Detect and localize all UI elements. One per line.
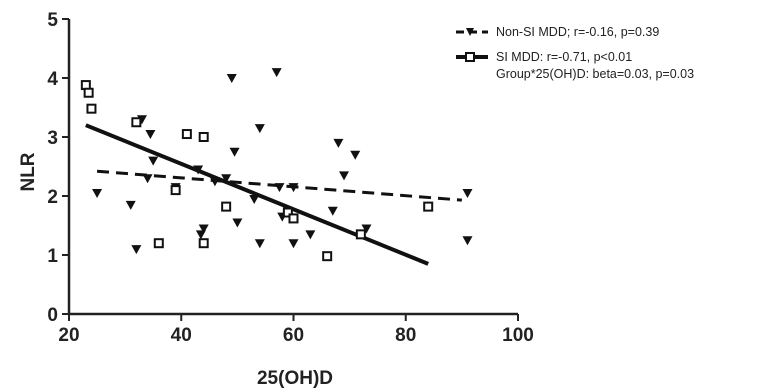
x-tick-label: 40: [171, 325, 192, 346]
y-tick-label: 4: [47, 69, 58, 90]
point-non-si: [254, 124, 265, 134]
point-si: [181, 129, 192, 140]
point-non-si: [142, 174, 153, 184]
point-non-si: [288, 239, 299, 249]
point-non-si: [198, 224, 209, 234]
point-non-si: [92, 189, 103, 199]
x-tick-label: 100: [502, 325, 534, 346]
point-si: [423, 201, 434, 212]
point-non-si: [148, 156, 159, 166]
point-non-si: [462, 236, 473, 246]
y-tick-label: 3: [47, 128, 58, 149]
x-tick-label: 80: [395, 325, 416, 346]
point-non-si: [232, 218, 243, 228]
point-non-si: [254, 239, 265, 249]
point-non-si: [193, 165, 204, 175]
y-tick-label: 5: [47, 10, 58, 31]
point-non-si: [361, 224, 372, 234]
point-non-si: [288, 183, 299, 193]
point-si: [198, 132, 209, 142]
y-tick-label: 1: [47, 246, 58, 267]
fit-line-si: [85, 123, 429, 266]
legend-label-si: SI MDD: r=-0.71, p<0.01: [496, 50, 632, 64]
point-non-si: [249, 194, 260, 204]
legend: Non-SI MDD; r=-0.16, p=0.39 SI MDD: r=-0…: [456, 25, 694, 81]
legend-swatch-si-marker: [465, 52, 475, 62]
point-non-si: [271, 68, 282, 78]
point-si: [86, 103, 97, 114]
y-tick-label: 0: [47, 305, 58, 326]
point-non-si: [229, 147, 240, 157]
point-si: [221, 201, 232, 212]
data-points: [80, 68, 473, 262]
point-non-si: [226, 74, 237, 83]
point-non-si: [333, 138, 344, 148]
point-non-si: [221, 174, 232, 184]
point-non-si: [209, 177, 220, 187]
axes: 0 1 2 3 4 5 20 40 60 80 100: [47, 10, 533, 346]
point-non-si: [131, 245, 142, 255]
legend-label-non-si: Non-SI MDD; r=-0.16, p=0.39: [496, 25, 659, 39]
point-non-si: [462, 189, 473, 199]
point-non-si: [145, 130, 156, 140]
point-si: [153, 238, 164, 249]
point-si: [170, 185, 181, 196]
point-non-si: [125, 200, 136, 210]
point-si: [355, 229, 366, 240]
legend-swatch-non-si-marker: [466, 28, 474, 36]
point-non-si: [327, 206, 338, 216]
point-non-si: [305, 230, 316, 240]
point-si: [83, 87, 94, 98]
point-si: [198, 238, 209, 249]
y-tick-label: 2: [47, 187, 58, 208]
point-non-si: [274, 183, 285, 193]
point-si: [131, 117, 142, 128]
point-non-si: [339, 171, 350, 181]
fit-lines: [85, 123, 462, 266]
x-tick-label: 20: [58, 325, 79, 346]
x-axis-title: 25(OH)D: [257, 368, 333, 389]
point-si: [322, 251, 333, 262]
point-non-si: [350, 150, 361, 160]
point-si: [282, 207, 293, 218]
point-si: [288, 213, 299, 224]
legend-item-non-si: Non-SI MDD; r=-0.16, p=0.39: [456, 25, 659, 39]
y-axis-title: NLR: [18, 152, 39, 191]
legend-annotation: Group*25(OH)D: beta=0.03, p=0.03: [496, 67, 694, 81]
x-tick-label: 60: [283, 325, 304, 346]
legend-item-si: SI MDD: r=-0.71, p<0.01: [456, 50, 632, 64]
